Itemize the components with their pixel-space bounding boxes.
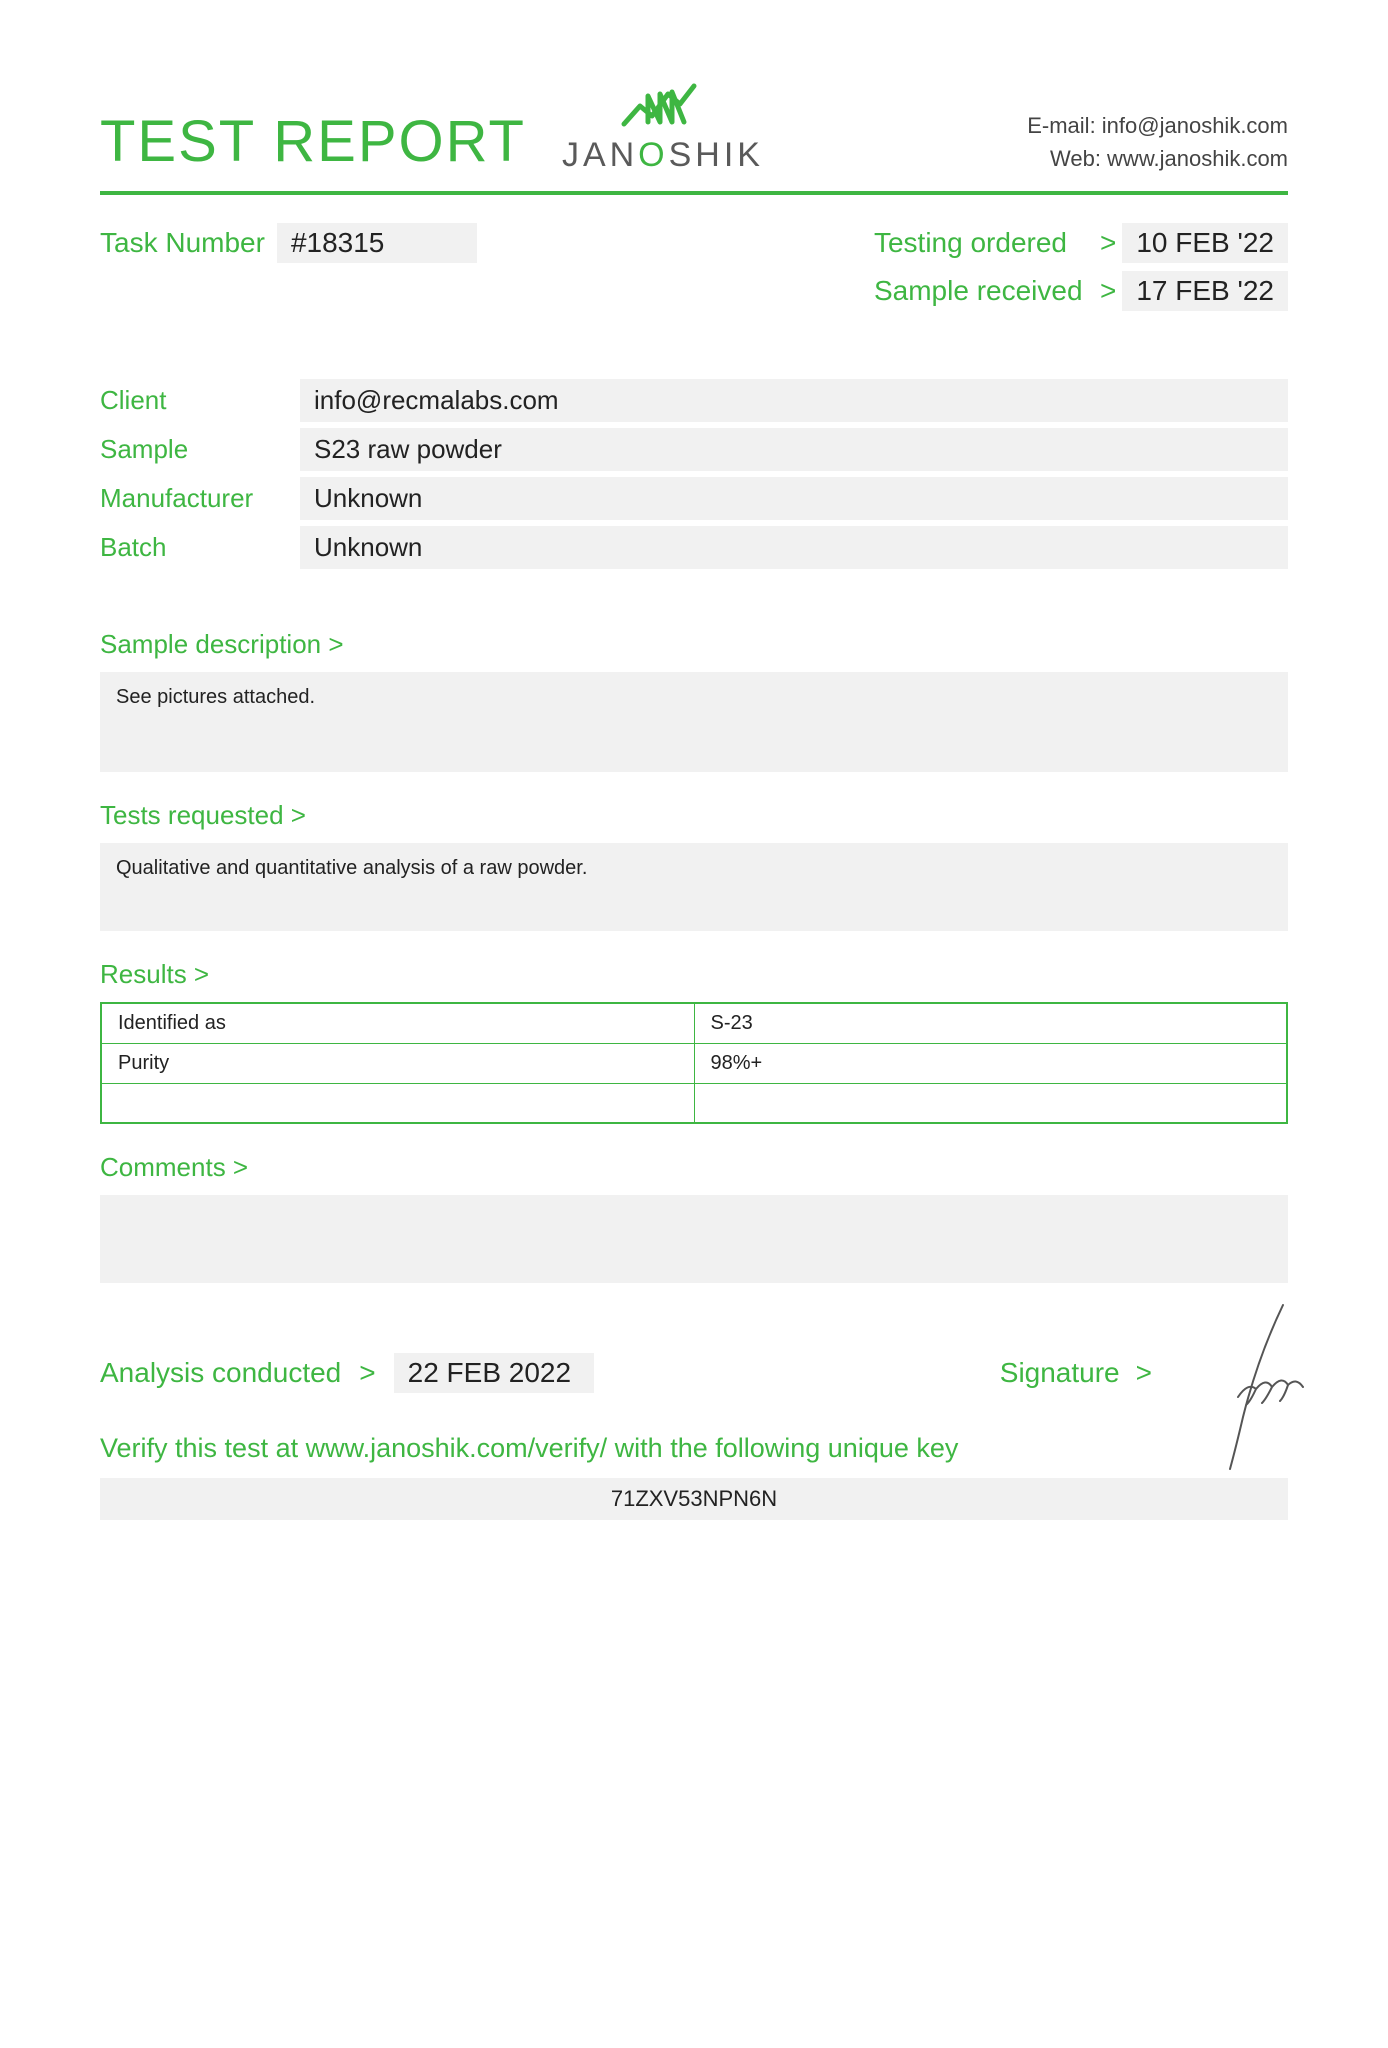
batch-value: Unknown bbox=[300, 526, 1288, 569]
email-value: info@janoshik.com bbox=[1102, 113, 1288, 138]
manufacturer-label: Manufacturer bbox=[100, 483, 300, 514]
manufacturer-row: Manufacturer Unknown bbox=[100, 477, 1288, 520]
client-row: Client info@recmalabs.com bbox=[100, 379, 1288, 422]
batch-row: Batch Unknown bbox=[100, 526, 1288, 569]
desc-section: Sample description > See pictures attach… bbox=[100, 629, 1288, 772]
received-row: Sample received > 17 FEB '22 bbox=[874, 271, 1288, 311]
results-title: Results > bbox=[100, 959, 1288, 990]
comments-section: Comments > bbox=[100, 1152, 1288, 1283]
sample-row: Sample S23 raw powder bbox=[100, 428, 1288, 471]
logo-part-1: JAN bbox=[562, 136, 638, 174]
comments-title: Comments > bbox=[100, 1152, 1288, 1183]
contact-web-row: Web: www.janoshik.com bbox=[1027, 142, 1288, 175]
table-row: Identified as S-23 bbox=[101, 1003, 1287, 1043]
logo-text: JANOSHIK bbox=[562, 136, 764, 175]
chevron-icon: > bbox=[1100, 227, 1116, 259]
result-label: Purity bbox=[101, 1043, 694, 1083]
web-label: Web: bbox=[1050, 146, 1107, 171]
tests-title: Tests requested > bbox=[100, 800, 1288, 831]
client-value: info@recmalabs.com bbox=[300, 379, 1288, 422]
header-left: TEST REPORT JANOSHIK bbox=[100, 80, 764, 175]
result-value: 98%+ bbox=[694, 1043, 1287, 1083]
chevron-icon: > bbox=[1100, 275, 1116, 307]
verify-text: Verify this test at www.janoshik.com/ver… bbox=[100, 1433, 1288, 1464]
result-label bbox=[101, 1083, 694, 1123]
table-row bbox=[101, 1083, 1287, 1123]
info-block: Client info@recmalabs.com Sample S23 raw… bbox=[100, 379, 1288, 569]
results-table: Identified as S-23 Purity 98%+ bbox=[100, 1002, 1288, 1124]
analysis-value: 22 FEB 2022 bbox=[394, 1353, 594, 1393]
verify-key: 71ZXV53NPN6N bbox=[100, 1478, 1288, 1520]
signature-icon bbox=[1188, 1297, 1318, 1477]
divider bbox=[100, 191, 1288, 195]
received-label: Sample received bbox=[874, 275, 1094, 307]
batch-label: Batch bbox=[100, 532, 300, 563]
contact-info: E-mail: info@janoshik.com Web: www.janos… bbox=[1027, 109, 1288, 175]
sample-value: S23 raw powder bbox=[300, 428, 1288, 471]
sample-label: Sample bbox=[100, 434, 300, 465]
signature-cell: Signature > bbox=[1000, 1357, 1288, 1389]
footer-row: Analysis conducted > 22 FEB 2022 Signatu… bbox=[100, 1353, 1288, 1393]
table-row: Purity 98%+ bbox=[101, 1043, 1287, 1083]
report-title: TEST REPORT bbox=[100, 108, 526, 175]
logo: JANOSHIK bbox=[562, 80, 764, 175]
tests-text: Qualitative and quantitative analysis of… bbox=[100, 843, 1288, 931]
logo-part-2: O bbox=[638, 136, 668, 174]
desc-title: Sample description > bbox=[100, 629, 1288, 660]
ordered-row: Testing ordered > 10 FEB '22 bbox=[874, 223, 1288, 263]
email-label: E-mail: bbox=[1027, 113, 1102, 138]
ordered-value: 10 FEB '22 bbox=[1122, 223, 1288, 263]
manufacturer-value: Unknown bbox=[300, 477, 1288, 520]
web-value: www.janoshik.com bbox=[1107, 146, 1288, 171]
contact-email-row: E-mail: info@janoshik.com bbox=[1027, 109, 1288, 142]
desc-text: See pictures attached. bbox=[100, 672, 1288, 772]
result-value bbox=[694, 1083, 1287, 1123]
tests-section: Tests requested > Qualitative and quanti… bbox=[100, 800, 1288, 931]
client-label: Client bbox=[100, 385, 300, 416]
task-cell: Task Number #18315 bbox=[100, 223, 477, 263]
header: TEST REPORT JANOSHIK E-mail: info@janosh… bbox=[100, 80, 1288, 175]
analysis-label: Analysis conducted bbox=[100, 1357, 341, 1389]
ordered-label: Testing ordered bbox=[874, 227, 1094, 259]
chevron-icon: > bbox=[359, 1357, 375, 1389]
received-value: 17 FEB '22 bbox=[1122, 271, 1288, 311]
result-value: S-23 bbox=[694, 1003, 1287, 1043]
results-section: Results > Identified as S-23 Purity 98%+ bbox=[100, 959, 1288, 1124]
task-date-row: Task Number #18315 Testing ordered > 10 … bbox=[100, 223, 1288, 319]
dates-column: Testing ordered > 10 FEB '22 Sample rece… bbox=[874, 223, 1288, 319]
logo-icon bbox=[618, 80, 708, 136]
signature-label: Signature bbox=[1000, 1357, 1120, 1389]
comments-text bbox=[100, 1195, 1288, 1283]
task-value: #18315 bbox=[277, 223, 477, 263]
analysis-cell: Analysis conducted > 22 FEB 2022 bbox=[100, 1353, 594, 1393]
chevron-icon: > bbox=[1136, 1357, 1152, 1389]
logo-part-3: SHIK bbox=[669, 136, 764, 174]
task-label: Task Number bbox=[100, 227, 265, 259]
result-label: Identified as bbox=[101, 1003, 694, 1043]
